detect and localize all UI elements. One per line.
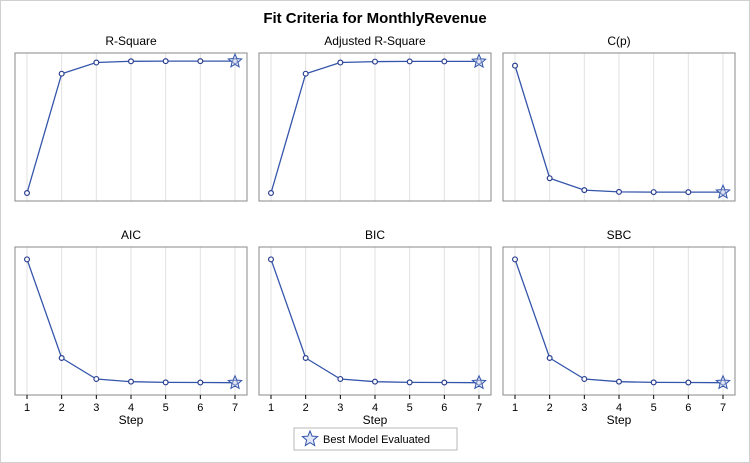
x-tick-label-bic-6: 6 [441, 402, 447, 414]
x-tick-label-bic-2: 2 [303, 402, 309, 414]
panel-title-c-p: C(p) [607, 34, 630, 48]
chart-title: Fit Criteria for MonthlyRevenue [263, 10, 487, 27]
best-model-star-bic [471, 374, 487, 390]
x-tick-label-aic-6: 6 [197, 402, 203, 414]
panel-title-bic: BIC [365, 228, 385, 242]
point-sbc-step-6 [685, 379, 692, 386]
point-c-p-step-2 [546, 175, 553, 182]
legend-label: Best Model Evaluated [323, 434, 430, 446]
point-aic-step-4 [127, 378, 134, 385]
point-r-square-step-1 [24, 190, 31, 197]
x-tick-label-aic-4: 4 [128, 402, 134, 414]
x-tick-label-sbc-2: 2 [547, 402, 553, 414]
point-bic-step-6 [441, 379, 448, 386]
panel-title-sbc: SBC [607, 228, 632, 242]
x-tick-label-sbc-1: 1 [512, 402, 518, 414]
x-tick-label-aic-5: 5 [163, 402, 169, 414]
point-sbc-step-4 [615, 378, 622, 385]
point-r-square-step-6 [197, 58, 204, 65]
point-adjusted-r-square-step-3 [337, 59, 344, 66]
point-adjusted-r-square-step-4 [372, 58, 379, 65]
x-axis-label-sbc: Step [607, 413, 632, 427]
panel-frame-r-square [14, 52, 248, 202]
point-c-p-step-4 [615, 188, 622, 195]
x-axis-label-bic: Step [363, 413, 388, 427]
point-adjusted-r-square-step-2 [302, 70, 309, 77]
x-tick-label-sbc-4: 4 [616, 402, 622, 414]
panel-frame-adjusted-r-square [258, 52, 492, 202]
point-r-square-step-2 [58, 70, 65, 77]
x-tick-label-sbc-6: 6 [685, 402, 691, 414]
legend-star-icon [301, 429, 319, 447]
point-adjusted-r-square-step-5 [406, 58, 413, 65]
panel-title-adjusted-r-square: Adjusted R-Square [324, 34, 426, 48]
point-aic-step-2 [58, 355, 65, 362]
point-r-square-step-5 [162, 58, 169, 65]
point-aic-step-5 [162, 379, 169, 386]
x-tick-label-bic-7: 7 [476, 402, 482, 414]
point-bic-step-5 [406, 379, 413, 386]
x-tick-label-sbc-5: 5 [651, 402, 657, 414]
point-adjusted-r-square-step-1 [268, 190, 275, 197]
point-c-p-step-1 [512, 62, 519, 69]
point-aic-step-6 [197, 379, 204, 386]
point-r-square-step-3 [93, 59, 100, 66]
x-tick-label-aic-3: 3 [93, 402, 99, 414]
point-bic-step-3 [337, 375, 344, 382]
point-bic-step-1 [268, 256, 275, 263]
x-axis-label-aic: Step [119, 413, 144, 427]
x-tick-label-aic-7: 7 [232, 402, 238, 414]
point-c-p-step-5 [650, 189, 657, 196]
point-aic-step-3 [93, 375, 100, 382]
best-model-star-c-p [715, 183, 731, 199]
x-tick-label-aic-1: 1 [24, 402, 30, 414]
x-tick-label-bic-1: 1 [268, 402, 274, 414]
point-sbc-step-1 [512, 256, 519, 263]
point-bic-step-2 [302, 355, 309, 362]
x-tick-label-sbc-3: 3 [581, 402, 587, 414]
point-sbc-step-5 [650, 379, 657, 386]
point-c-p-step-3 [581, 187, 588, 194]
best-model-star-r-square [227, 52, 243, 68]
point-c-p-step-6 [685, 189, 692, 196]
point-aic-step-1 [24, 256, 31, 263]
point-sbc-step-2 [546, 355, 553, 362]
best-model-star-sbc [715, 374, 731, 390]
panel-title-aic: AIC [121, 228, 141, 242]
best-model-star-aic [227, 374, 243, 390]
panel-title-r-square: R-Square [105, 34, 157, 48]
point-bic-step-4 [372, 378, 379, 385]
x-tick-label-bic-3: 3 [337, 402, 343, 414]
x-tick-label-bic-4: 4 [372, 402, 378, 414]
best-model-star-adjusted-r-square [471, 53, 487, 69]
x-tick-label-aic-2: 2 [59, 402, 65, 414]
x-tick-label-bic-5: 5 [407, 402, 413, 414]
point-sbc-step-3 [581, 375, 588, 382]
legend-box [293, 427, 458, 451]
point-adjusted-r-square-step-6 [441, 58, 448, 65]
x-tick-label-sbc-7: 7 [720, 402, 726, 414]
panel-frame-c-p [502, 52, 736, 202]
point-r-square-step-4 [127, 58, 134, 65]
